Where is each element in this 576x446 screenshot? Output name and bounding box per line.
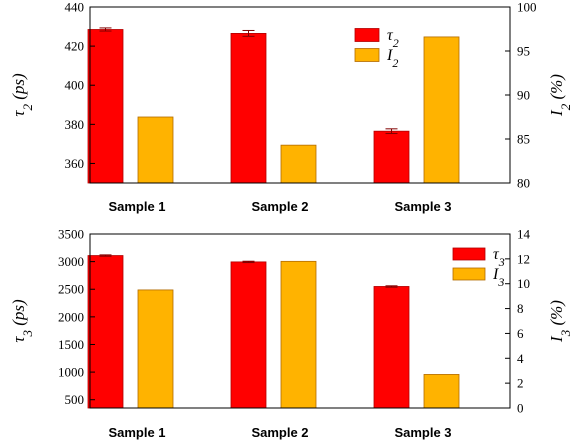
bar-0-right-0 [137, 116, 174, 184]
y-right-tick-label: 14 [517, 227, 531, 242]
y-left-tick-label: 2000 [58, 309, 84, 324]
bar-0-right-1 [280, 144, 317, 184]
y-left-tick-label: 420 [65, 39, 85, 54]
y-right-tick-label: 80 [517, 176, 530, 191]
y-right-tick-label: 6 [517, 326, 524, 341]
y-right-tick-label: 0 [517, 401, 524, 416]
y-left-tick-label: 360 [65, 156, 85, 171]
legend-label-2: I3 [492, 266, 504, 289]
chart-panel-2: 500 1000 1500 2000 2500 3000 3500 0 2 4 6 8 10 12 14 Sa… [9, 227, 573, 441]
y-right-tick-label: 10 [517, 276, 530, 291]
bar-0-left-0 [87, 29, 124, 184]
legend-swatch-1 [354, 28, 380, 42]
y-right-tick-label: 8 [517, 301, 524, 316]
x-tick-label: Sample 1 [108, 199, 165, 214]
y-right-tick-label: 2 [517, 376, 524, 391]
y-right-axis-label: I3 (%) [547, 300, 573, 343]
error-bar-1-2 [385, 285, 398, 288]
y-left-tick-label: 500 [65, 392, 85, 407]
y-left-axis-label: τ3 (ps) [9, 299, 35, 343]
bar-1-right-0 [137, 289, 174, 409]
y-left-tick-label: 440 [65, 0, 85, 15]
x-tick-label: Sample 3 [394, 199, 451, 214]
y-right-axis-label: I2 (%) [547, 74, 573, 117]
x-tick-label: Sample 1 [108, 425, 165, 440]
y-right-tick-label: 12 [517, 251, 530, 266]
y-right-tick-label: 85 [517, 132, 530, 147]
y-left-tick-label: 3500 [58, 227, 84, 242]
legend-label-1: τ3 [493, 246, 505, 269]
legend-swatch-2 [452, 267, 486, 281]
legend-swatch-2 [354, 48, 380, 62]
y-left-tick-label: 2500 [58, 282, 84, 297]
bar-0-left-2 [373, 130, 410, 184]
legend-label-2: I2 [386, 47, 398, 70]
error-bar-0-2 [385, 128, 398, 135]
error-bar-0-0 [99, 27, 112, 32]
y-left-axis-label: τ2 (ps) [9, 73, 35, 117]
y-right-tick-label: 100 [517, 0, 537, 15]
bar-0-left-1 [230, 33, 267, 184]
error-bar-1-0 [99, 254, 112, 257]
y-right-tick-label: 95 [517, 44, 530, 59]
chart-panel-1: 360 380 400 420 440 80 85 90 95 100 Sample 1 Sample… [9, 0, 573, 214]
bar-0-right-2 [423, 36, 460, 184]
y-right-tick-label: 90 [517, 88, 530, 103]
bar-1-left-1 [230, 261, 267, 409]
x-tick-label: Sample 2 [251, 425, 308, 440]
y-right-tick-label: 4 [517, 351, 524, 366]
bar-1-left-2 [373, 286, 410, 409]
y-left-tick-label: 1500 [58, 337, 84, 352]
y-left-tick-label: 3000 [58, 254, 84, 269]
bar-1-left-0 [87, 255, 124, 409]
bar-1-right-2 [423, 374, 460, 409]
y-left-tick-label: 1000 [58, 365, 84, 380]
plot-frame-2 [89, 233, 511, 409]
y-left-tick-label: 400 [65, 78, 85, 93]
error-bar-1-1 [242, 260, 255, 264]
x-tick-label: Sample 2 [251, 199, 308, 214]
bar-1-right-1 [280, 260, 317, 409]
y-left-tick-label: 380 [65, 117, 85, 132]
legend-swatch-1 [452, 247, 486, 261]
error-bar-0-1 [242, 29, 255, 37]
x-tick-label: Sample 3 [394, 425, 451, 440]
legend-label-1: τ2 [387, 27, 399, 50]
